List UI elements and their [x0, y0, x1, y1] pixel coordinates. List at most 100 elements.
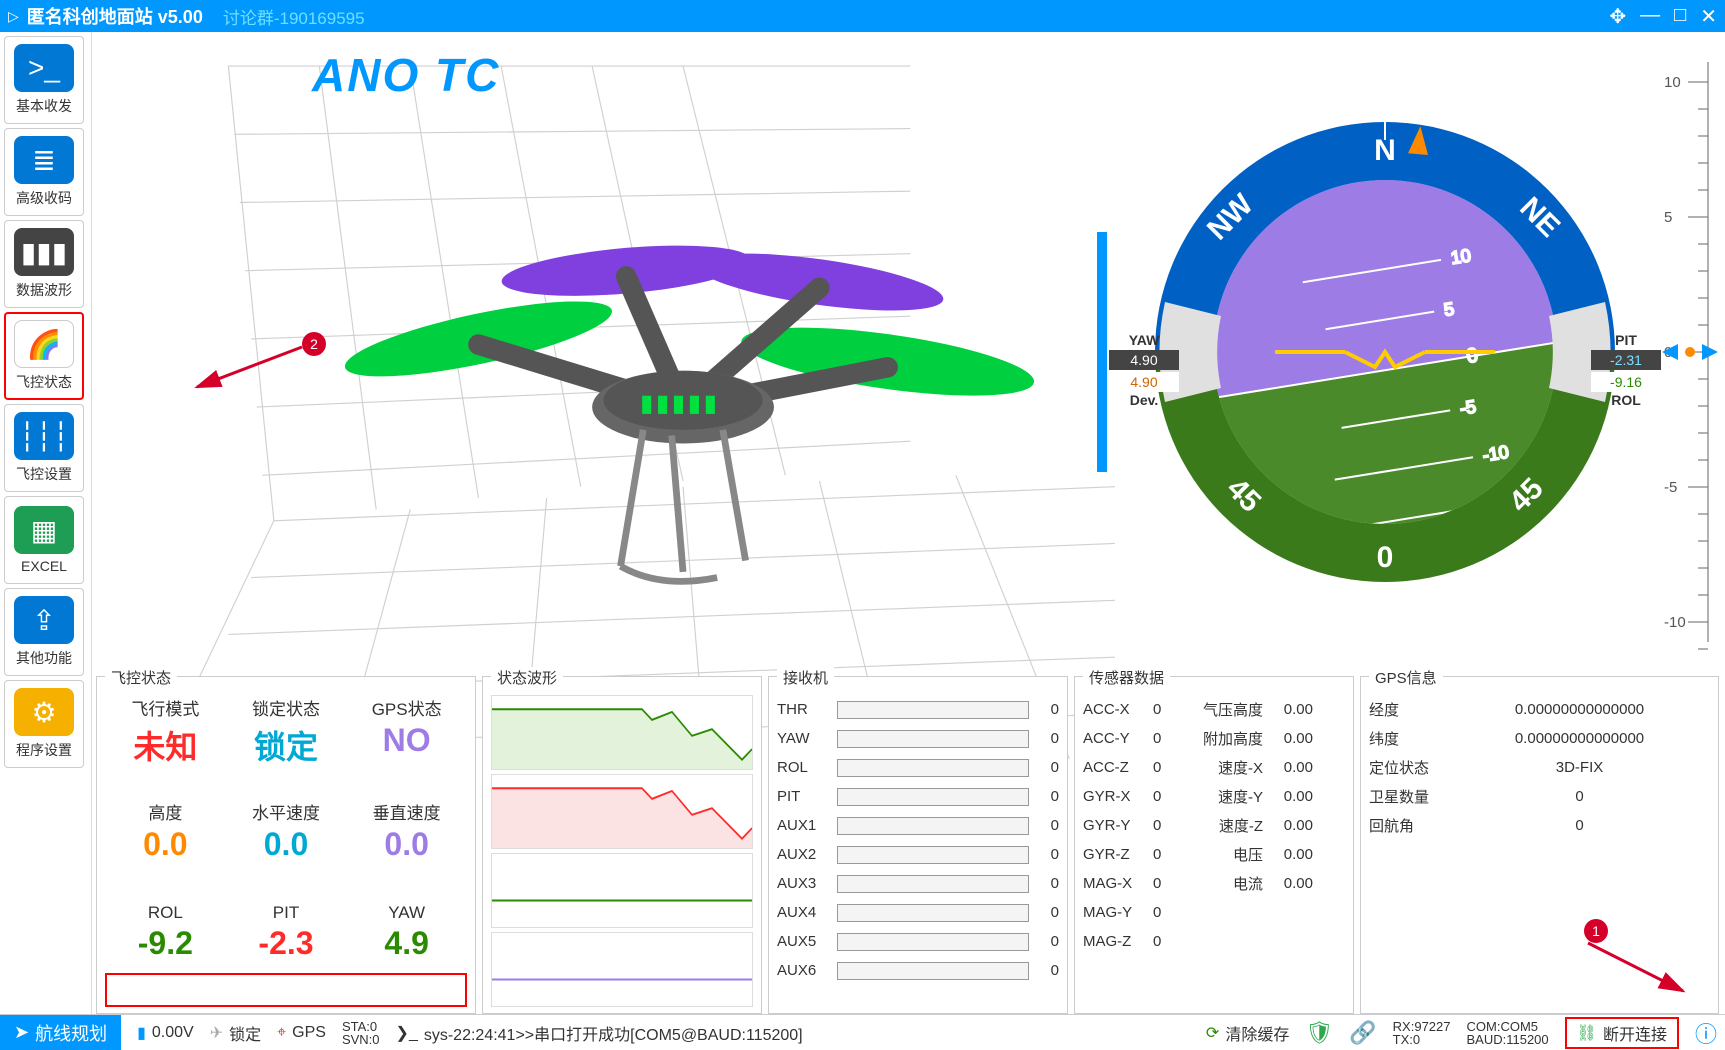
sidebar-label: EXCEL: [21, 558, 67, 574]
rx-AUX3: AUX30: [777, 869, 1059, 898]
fc-cell-1: 锁定状态锁定: [226, 695, 347, 799]
panel-gps: GPS信息 经度0.00000000000000纬度0.000000000000…: [1360, 676, 1719, 1014]
sidebar-label: 程序设置: [16, 740, 72, 760]
prog-set-icon: ⚙: [14, 688, 74, 736]
rx-PIT: PIT0: [777, 782, 1059, 811]
statusbar: ➤ 航线规划 ▮ 0.00V ✈ 锁定 ⌖ GPS STA:0SVN:0 ❯_ …: [0, 1014, 1725, 1050]
svg-text:10: 10: [1664, 74, 1681, 91]
adi-pit-readout: PIT -2.31 -9.16 ROL: [1591, 332, 1661, 408]
terminal-icon: ❯_: [396, 1023, 418, 1043]
attitude-indicator[interactable]: 10 5 0 -5 -10 -15: [1115, 32, 1655, 672]
com-baud: COM:COM5BAUD:115200: [1467, 1020, 1549, 1046]
svg-text:-5: -5: [1664, 479, 1677, 496]
sidebar-item-prog-set[interactable]: ⚙ 程序设置: [4, 680, 84, 768]
sens-row-3: GYR-X0速度-Y0.00: [1083, 782, 1345, 811]
sidebar-item-fc-setup[interactable]: ┆┆┆ 飞控设置: [4, 404, 84, 492]
panel-fc-status: 飞控状态 飞行模式未知锁定状态锁定GPS状态NO高度0.0水平速度0.0垂直速度…: [96, 676, 476, 1014]
move-icon[interactable]: ✥: [1609, 4, 1626, 29]
rx-THR: THR0: [777, 695, 1059, 724]
adv-rx-icon: ≣: [14, 136, 74, 184]
panel-receiver: 接收机 THR0YAW0ROL0PIT0AUX10AUX20AUX30AUX40…: [768, 676, 1068, 1014]
sidebar-item-data-wave[interactable]: ▮▮▮数据波形: [4, 220, 84, 308]
maximize-icon[interactable]: □: [1674, 4, 1686, 29]
chain-icon: ⛓: [1577, 1023, 1597, 1043]
fc-cell-8: YAW4.9: [346, 903, 467, 1007]
gps-经度: 经度0.00000000000000: [1369, 695, 1710, 724]
rx-tx: RX:97227TX:0: [1393, 1020, 1451, 1046]
app-group: 讨论群-190169595: [223, 4, 365, 29]
sidebar-label: 高级收码: [16, 188, 72, 208]
fc-cell-3: 高度0.0: [105, 799, 226, 903]
fc-cell-0: 飞行模式未知: [105, 695, 226, 799]
panel-sensors: 传感器数据 ACC-X0气压高度0.00ACC-Y0附加高度0.00ACC-Z0…: [1074, 676, 1354, 1014]
wave-2: [491, 853, 753, 928]
sens-row-6: MAG-X0电流0.00: [1083, 869, 1345, 898]
help-icon[interactable]: ⓘ: [1695, 1017, 1717, 1049]
sidebar: >_基本收发 ≣ 高级收码 ▮▮▮数据波形 🌈 飞控状态 ┆┆┆ 飞控设置 ▦EXCEL⇪其他功…: [0, 32, 92, 1014]
log-line: ❯_ sys-22:24:41>>串口打开成功[COM5@BAUD:115200…: [396, 1021, 803, 1045]
gps-回航角: 回航角0: [1369, 811, 1710, 840]
fc-cell-6: ROL-9.2: [105, 903, 226, 1007]
sta-svn: STA:0SVN:0: [342, 1020, 380, 1046]
sens-row-7: MAG-Y0: [1083, 898, 1345, 927]
fc-cell-2: GPS状态NO: [346, 695, 467, 799]
callout-arrow-1: [1578, 933, 1698, 1003]
app-logo-icon: ▷: [8, 8, 19, 25]
shield-icon: 🛡: [1305, 1020, 1333, 1046]
adi-yaw-readout: YAW 4.90 4.90 Dev.: [1109, 332, 1179, 408]
battery-icon: ▮: [137, 1023, 146, 1043]
sidebar-item-fc-status[interactable]: 🌈 飞控状态: [4, 312, 84, 400]
close-icon[interactable]: ✕: [1700, 4, 1717, 29]
svg-text:10: 10: [1449, 245, 1472, 268]
gps-icon: ⌖: [277, 1024, 286, 1042]
gps-纬度: 纬度0.00000000000000: [1369, 724, 1710, 753]
disconnect-button[interactable]: ⛓ 断开连接: [1565, 1017, 1679, 1049]
sidebar-item-excel[interactable]: ▦EXCEL: [4, 496, 84, 584]
svg-text:5: 5: [1664, 209, 1672, 226]
sens-row-0: ACC-X0气压高度0.00: [1083, 695, 1345, 724]
sens-row-2: ACC-Z0速度-X0.00: [1083, 753, 1345, 782]
drag-handle[interactable]: [1097, 232, 1107, 472]
rx-AUX6: AUX60: [777, 956, 1059, 985]
sens-row-1: ACC-Y0附加高度0.00: [1083, 724, 1345, 753]
callout-arrow-2: [187, 342, 307, 402]
rx-YAW: YAW0: [777, 724, 1059, 753]
sidebar-item-adv-rx[interactable]: ≣ 高级收码: [4, 128, 84, 216]
app-title: 匿名科创地面站 v5.00: [27, 3, 203, 29]
drone-3d-view[interactable]: ANO TC 2: [92, 32, 1115, 672]
rx-AUX2: AUX20: [777, 840, 1059, 869]
link-icon: 🔗: [1349, 1020, 1376, 1046]
fc-status-icon: 🌈: [14, 320, 74, 368]
clear-cache-button[interactable]: ⟳ 清除缓存: [1206, 1021, 1289, 1045]
fc-setup-icon: ┆┆┆: [14, 412, 74, 460]
sidebar-label: 飞控设置: [16, 464, 72, 484]
sens-row-5: GYR-Z0电压0.00: [1083, 840, 1345, 869]
minimize-icon[interactable]: —: [1640, 4, 1660, 29]
route-plan-button[interactable]: ➤ 航线规划: [0, 1015, 121, 1050]
pitch-scale: 1050-5-10: [1655, 32, 1725, 672]
rx-AUX5: AUX50: [777, 927, 1059, 956]
svg-text:-10: -10: [1481, 442, 1510, 466]
send-icon: ➤: [14, 1022, 29, 1043]
fc-cell-5: 垂直速度0.0: [346, 799, 467, 903]
panel-waveform: 状态波形: [482, 676, 762, 1014]
basic-tx-icon: >_: [14, 44, 74, 92]
drone-icon: ✈: [210, 1023, 223, 1043]
rx-AUX1: AUX10: [777, 811, 1059, 840]
sens-row-8: MAG-Z0: [1083, 927, 1345, 956]
window-buttons: ✥ — □ ✕: [1609, 4, 1717, 29]
svg-text:-5: -5: [1458, 396, 1477, 418]
svg-text:0: 0: [1377, 541, 1394, 574]
gps-定位状态: 定位状态3D-FIX: [1369, 753, 1710, 782]
refresh-icon: ⟳: [1206, 1023, 1219, 1043]
rx-AUX4: AUX40: [777, 898, 1059, 927]
sidebar-item-basic-tx[interactable]: >_基本收发: [4, 36, 84, 124]
sidebar-label: 数据波形: [16, 280, 72, 300]
lock-status: ✈ 锁定: [210, 1021, 261, 1045]
fc-cell-7: PIT-2.3: [226, 903, 347, 1007]
sidebar-label: 飞控状态: [16, 372, 72, 392]
brand-watermark: ANO TC: [312, 48, 500, 102]
wave-1: [491, 774, 753, 849]
sidebar-item-other[interactable]: ⇪其他功能: [4, 588, 84, 676]
sens-row-4: GYR-Y0速度-Z0.00: [1083, 811, 1345, 840]
